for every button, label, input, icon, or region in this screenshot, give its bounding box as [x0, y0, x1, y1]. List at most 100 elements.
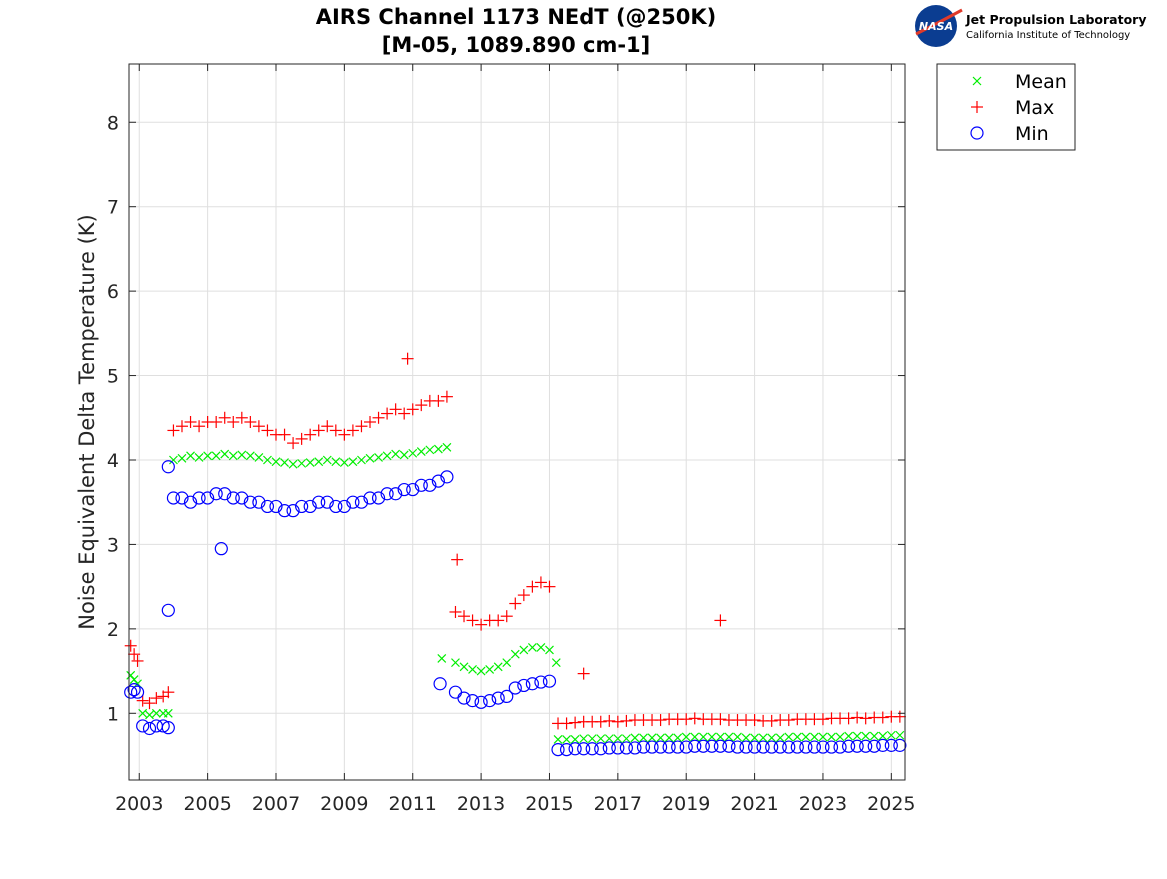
- max-point: [131, 654, 144, 667]
- legend-marker-max: [971, 101, 983, 113]
- min-point: [893, 738, 907, 752]
- min-point: [149, 719, 163, 733]
- max-point: [252, 420, 265, 433]
- chart-title-line1: AIRS Channel 1173 NEdT (@250K): [316, 5, 717, 29]
- min-point: [277, 504, 292, 518]
- max-point: [398, 407, 411, 420]
- min-point: [130, 685, 145, 699]
- chart-title-line2: [M-05, 1089.890 cm-1]: [382, 33, 651, 57]
- min-point: [474, 695, 488, 709]
- max-point: [543, 580, 556, 593]
- min-point: [799, 740, 813, 754]
- x-tick-label: 2021: [730, 793, 778, 815]
- max-point: [372, 411, 385, 424]
- mean-point: [775, 733, 785, 743]
- mean-point: [551, 658, 561, 668]
- mean-point: [527, 643, 537, 652]
- mean-point: [844, 731, 854, 741]
- max-point: [346, 424, 359, 437]
- max-point: [451, 553, 464, 566]
- mean-point: [374, 453, 383, 462]
- min-point: [431, 474, 445, 488]
- mean-point: [357, 455, 366, 465]
- max-point: [569, 716, 582, 729]
- plot-frame: [128, 63, 906, 781]
- min-point: [312, 495, 326, 509]
- min-point: [491, 691, 505, 705]
- min-point: [166, 491, 181, 505]
- mean-point: [741, 733, 751, 743]
- mean-point: [604, 734, 614, 744]
- min-point: [534, 675, 548, 689]
- min-point: [320, 495, 334, 509]
- min-point: [756, 740, 770, 754]
- mean-point: [587, 734, 597, 744]
- mean-point: [681, 732, 691, 742]
- max-point: [688, 712, 701, 725]
- mean-point: [895, 730, 905, 740]
- min-point: [483, 694, 497, 708]
- min-point: [156, 719, 170, 733]
- min-point: [739, 740, 753, 754]
- max-point: [432, 394, 445, 407]
- mean-point: [280, 458, 289, 467]
- mean-point: [314, 457, 324, 467]
- min-point: [252, 495, 266, 509]
- y-axis-label: Noise Equivalent Delta Temperature (K): [75, 214, 99, 630]
- mean-point: [271, 457, 281, 467]
- min-point: [653, 740, 668, 754]
- max-point: [193, 420, 206, 433]
- y-tick-label: 3: [107, 534, 119, 556]
- min-point: [201, 491, 215, 505]
- min-point: [218, 487, 232, 501]
- mean-point: [707, 732, 717, 742]
- mean-point: [151, 708, 161, 718]
- mean-point: [468, 664, 477, 674]
- max-point: [842, 712, 855, 725]
- max-point: [287, 437, 300, 450]
- min-point: [619, 741, 633, 755]
- max-point: [364, 416, 377, 428]
- min-point: [175, 491, 189, 505]
- min-point: [354, 495, 369, 509]
- min-point: [423, 478, 437, 492]
- mean-point: [263, 455, 272, 465]
- max-point: [278, 428, 291, 441]
- max-point: [893, 710, 906, 723]
- max-point: [261, 424, 274, 437]
- min-point: [295, 499, 309, 514]
- data-marks: [124, 352, 907, 757]
- mean-point: [724, 732, 734, 742]
- min-point: [841, 739, 856, 753]
- min-point: [243, 495, 257, 509]
- mean-point: [673, 733, 683, 743]
- legend-label-max: Max: [1015, 97, 1054, 119]
- max-point: [244, 416, 257, 428]
- y-tick-label: 7: [107, 197, 119, 219]
- x-tick-label: 2019: [662, 793, 710, 815]
- min-point: [722, 739, 736, 753]
- min-point: [235, 491, 249, 505]
- x-tick-label: 2003: [115, 793, 163, 815]
- max-point: [466, 614, 479, 627]
- mean-point: [138, 708, 148, 718]
- min-point: [440, 470, 454, 484]
- min-point: [433, 677, 447, 691]
- legend-marker-min: [970, 126, 984, 140]
- max-point: [765, 714, 778, 727]
- mean-point: [647, 733, 657, 743]
- max-point: [517, 589, 530, 602]
- mean-point: [809, 732, 819, 742]
- min-point: [397, 482, 411, 497]
- axis-ticks: 2003 2005 2007 2009 2011 2013 2015 2017 2019 2021…: [107, 64, 916, 815]
- max-point: [218, 411, 231, 424]
- mean-point: [656, 733, 666, 743]
- jpl-name: Jet Propulsion Laboratory: [965, 12, 1146, 27]
- mean-point: [459, 662, 469, 672]
- mean-point: [245, 451, 255, 461]
- mean-point: [416, 447, 426, 456]
- min-point: [577, 742, 591, 756]
- min-point: [448, 685, 463, 699]
- mean-point: [767, 733, 777, 743]
- min-point: [705, 739, 719, 753]
